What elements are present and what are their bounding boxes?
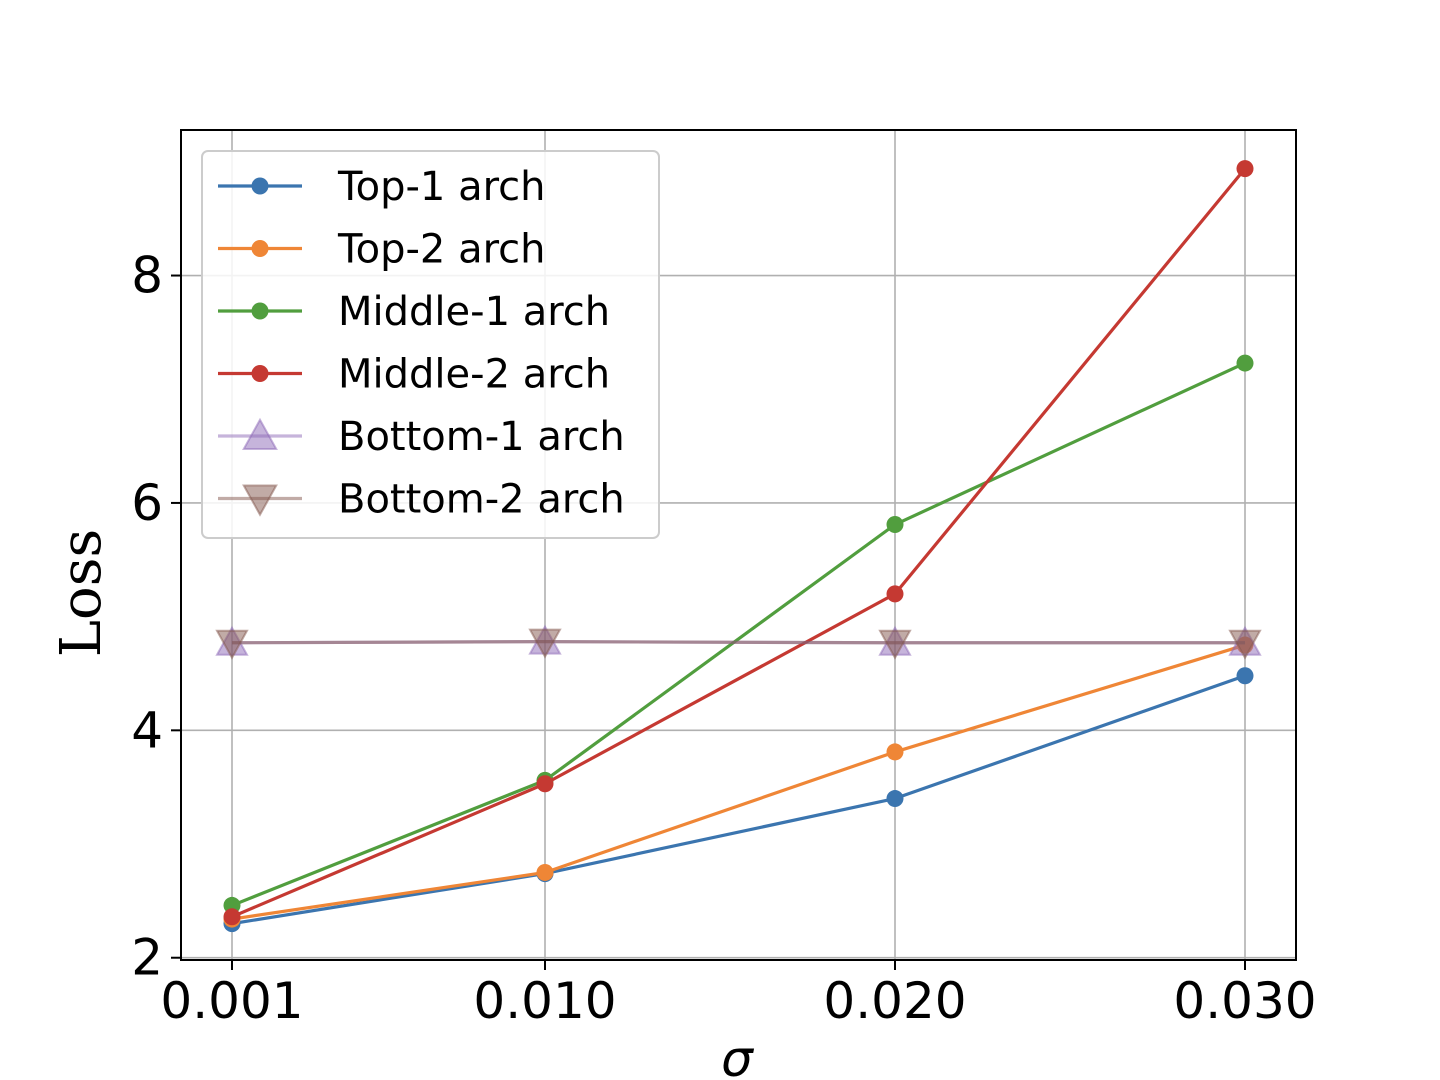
legend-swatch-marker xyxy=(251,365,269,382)
series-bottom-2-arch xyxy=(215,628,1262,660)
series-line xyxy=(231,640,1245,645)
data-point xyxy=(886,516,904,534)
y-axis-label: Loss xyxy=(49,529,114,657)
data-point xyxy=(1236,667,1254,685)
series-lines xyxy=(215,160,1262,933)
data-point xyxy=(886,585,904,603)
data-point xyxy=(878,629,912,660)
y-tick-label: 4 xyxy=(131,701,163,759)
legend-label: Top-2 arch xyxy=(337,227,546,273)
x-tick-label: 0.001 xyxy=(160,972,303,1030)
legend-swatch-marker xyxy=(242,484,278,517)
legend-label: Bottom-1 arch xyxy=(338,414,625,460)
legend-label: Middle-2 arch xyxy=(338,352,610,398)
y-tick-label: 8 xyxy=(131,247,163,305)
legend-swatch-marker xyxy=(251,240,269,257)
series-line xyxy=(231,167,1247,919)
series-top-1-arch xyxy=(223,667,1254,933)
data-point xyxy=(223,908,241,926)
x-tick-label: 0.030 xyxy=(1173,972,1316,1030)
legend-swatch-marker xyxy=(251,302,269,320)
legend-box xyxy=(201,150,660,539)
x-tick-label: 0.010 xyxy=(473,972,616,1030)
plot-frame xyxy=(180,129,1297,961)
legend-label: Middle-1 arch xyxy=(338,289,610,335)
data-point xyxy=(1236,160,1254,178)
legend-swatch-marker xyxy=(251,177,269,195)
data-point xyxy=(886,743,904,761)
data-point xyxy=(536,775,554,793)
data-point xyxy=(1236,354,1254,372)
series-line xyxy=(231,361,1246,907)
legend-label: Top-1 arch xyxy=(337,164,546,210)
series-line xyxy=(231,643,1246,921)
legend-label: Bottom-2 arch xyxy=(338,477,625,523)
y-tick-label: 6 xyxy=(131,474,163,532)
x-axis-label: σ xyxy=(721,1030,754,1080)
axis-ticks: 0.001 0.010 0.020 0.030 2 4 6 8 xyxy=(131,247,1316,1030)
series-line xyxy=(231,674,1246,926)
x-tick-label: 0.020 xyxy=(823,972,966,1030)
data-point xyxy=(536,863,554,881)
data-point xyxy=(215,629,249,660)
data-point xyxy=(528,628,562,659)
legend-swatch-marker xyxy=(242,417,278,450)
y-tick-label: 2 xyxy=(131,929,163,987)
data-point xyxy=(1228,629,1262,660)
data-point xyxy=(886,790,904,808)
legend: Top-1 arch Top-2 arch Middle-1 arch Middle-… xyxy=(201,150,660,539)
series-middle-2-arch xyxy=(223,160,1254,926)
